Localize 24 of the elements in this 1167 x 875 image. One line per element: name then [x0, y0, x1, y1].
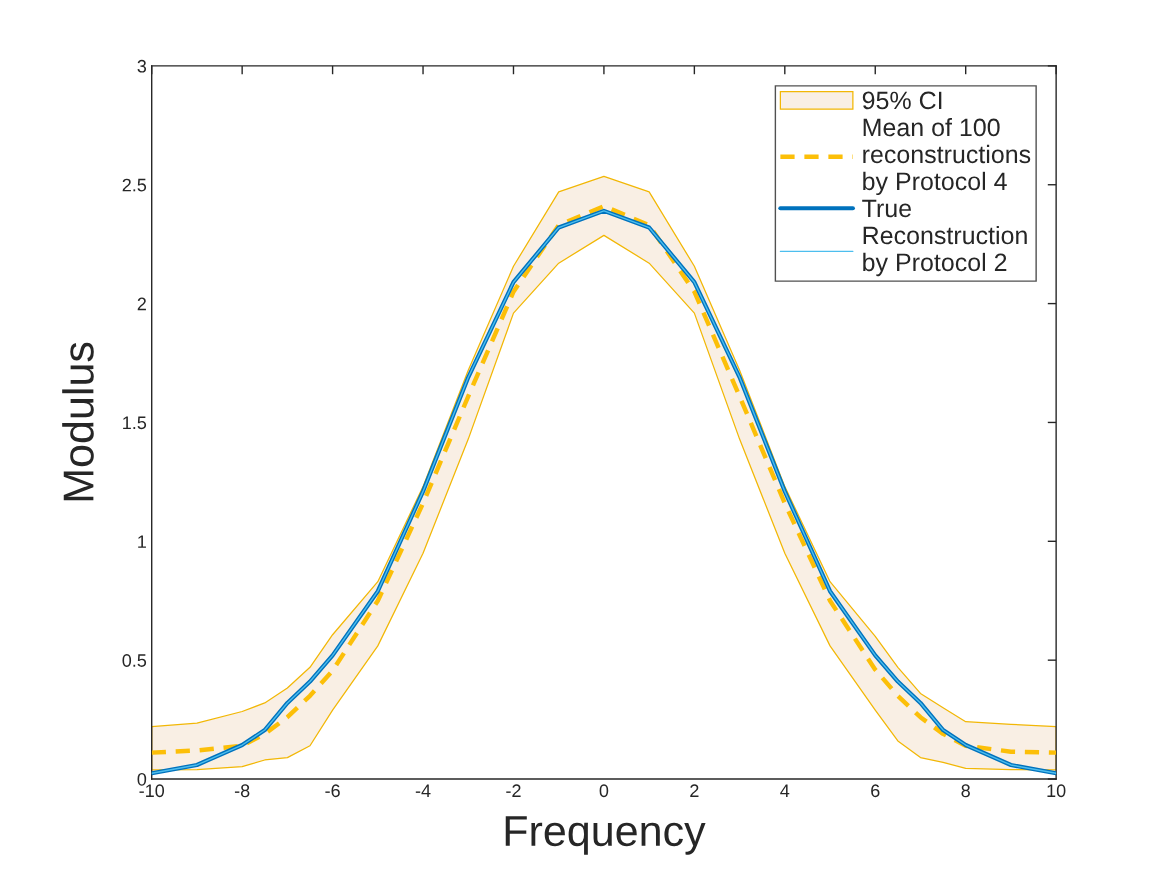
legend-label: True: [862, 199, 911, 218]
x-tick-label: 4: [780, 784, 790, 797]
y-tick-label: 0.5: [122, 654, 147, 667]
y-axis-title: Modulus: [62, 342, 94, 501]
x-tick-label: 2: [690, 784, 699, 797]
x-axis-title: Frequency: [505, 816, 706, 855]
legend-label: 95% CI: [862, 91, 942, 110]
y-tick-label: 2: [137, 297, 146, 311]
legend-label: Mean of 100 reconstructions by Protocol 4: [863, 117, 1031, 196]
x-tick-label: -8: [234, 784, 250, 798]
x-tick-label: 0: [599, 784, 609, 798]
x-tick-label: -10: [139, 784, 165, 798]
y-tick-label: 3: [137, 59, 147, 73]
y-tick-label: 1.5: [123, 416, 147, 430]
x-tick-label: -2: [506, 784, 521, 797]
x-tick-label: -4: [415, 784, 431, 797]
y-tick-label: 1: [138, 535, 146, 548]
x-tick-label: 6: [871, 784, 880, 798]
x-tick-label: 10: [1047, 784, 1066, 798]
x-tick-label: -6: [325, 784, 340, 798]
y-tick-label: 2.5: [122, 178, 147, 192]
legend-label: Reconstruction by Protocol 2: [863, 225, 1027, 277]
x-tick-label: 8: [961, 784, 970, 798]
y-tick-label: 0: [137, 772, 147, 786]
